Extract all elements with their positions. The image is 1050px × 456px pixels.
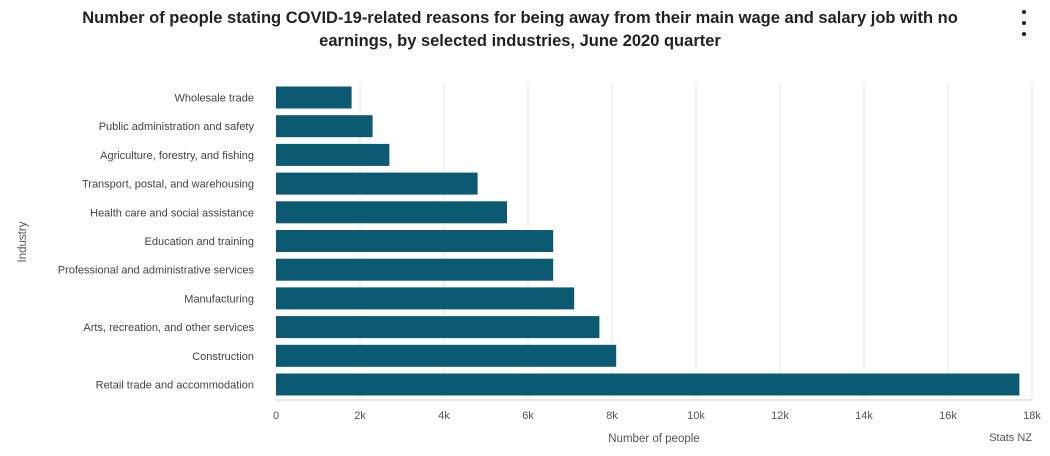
chart-title-line-2: earnings, by selected industries, June 2… — [319, 32, 721, 50]
bar-series — [276, 86, 1020, 396]
x-axis-ticks: 0 2k 4k 6k 8k 10k 12k 14k 16k 18k — [273, 410, 1041, 422]
x-tick-label: 14k — [855, 410, 873, 422]
bar[interactable] — [276, 344, 617, 367]
x-tick-label: 2k — [354, 410, 366, 422]
category-label: Retail trade and accommodation — [96, 380, 254, 392]
menu-dot-icon — [1022, 32, 1026, 36]
bar[interactable] — [276, 316, 600, 339]
category-label: Transport, postal, and warehousing — [82, 179, 254, 191]
bar[interactable] — [276, 230, 554, 252]
x-tick-label: 0 — [273, 410, 279, 422]
bar[interactable] — [276, 373, 1020, 396]
category-label: Public administration and safety — [99, 121, 255, 133]
bar[interactable] — [276, 86, 352, 109]
x-tick-label: 6k — [522, 410, 534, 422]
menu-dot-icon — [1022, 10, 1026, 14]
category-label: Professional and administrative services — [58, 265, 255, 277]
category-labels: Wholesale trade Public administration and… — [58, 93, 255, 392]
category-label: Education and training — [145, 236, 254, 248]
bar[interactable] — [276, 172, 478, 195]
category-label: Construction — [192, 351, 254, 363]
bar[interactable] — [276, 143, 390, 166]
category-label: Arts, recreation, and other services — [83, 322, 254, 334]
bar[interactable] — [276, 258, 554, 281]
bar[interactable] — [276, 287, 575, 310]
menu-dot-icon — [1022, 21, 1026, 25]
x-tick-label: 16k — [939, 410, 957, 422]
bar[interactable] — [276, 115, 373, 138]
category-label: Manufacturing — [184, 293, 254, 305]
x-tick-label: 12k — [771, 410, 789, 422]
category-label: Agriculture, forestry, and fishing — [100, 150, 254, 162]
x-tick-label: 10k — [687, 410, 705, 422]
chart-menu-button[interactable] — [1017, 10, 1031, 36]
x-tick-label: 4k — [438, 410, 450, 422]
bar[interactable] — [276, 201, 507, 224]
x-tick-label: 18k — [1023, 410, 1041, 422]
x-axis-title: Number of people — [608, 433, 699, 445]
x-tick-label: 8k — [606, 410, 618, 422]
chart-title: Number of people stating COVID-19-relate… — [20, 7, 1020, 53]
y-axis-title: Industry — [17, 221, 29, 262]
category-label: Health care and social assistance — [90, 207, 254, 219]
category-label: Wholesale trade — [175, 93, 255, 105]
chart-title-line-1: Number of people stating COVID-19-relate… — [82, 9, 958, 27]
source-credit: Stats NZ — [989, 432, 1032, 444]
